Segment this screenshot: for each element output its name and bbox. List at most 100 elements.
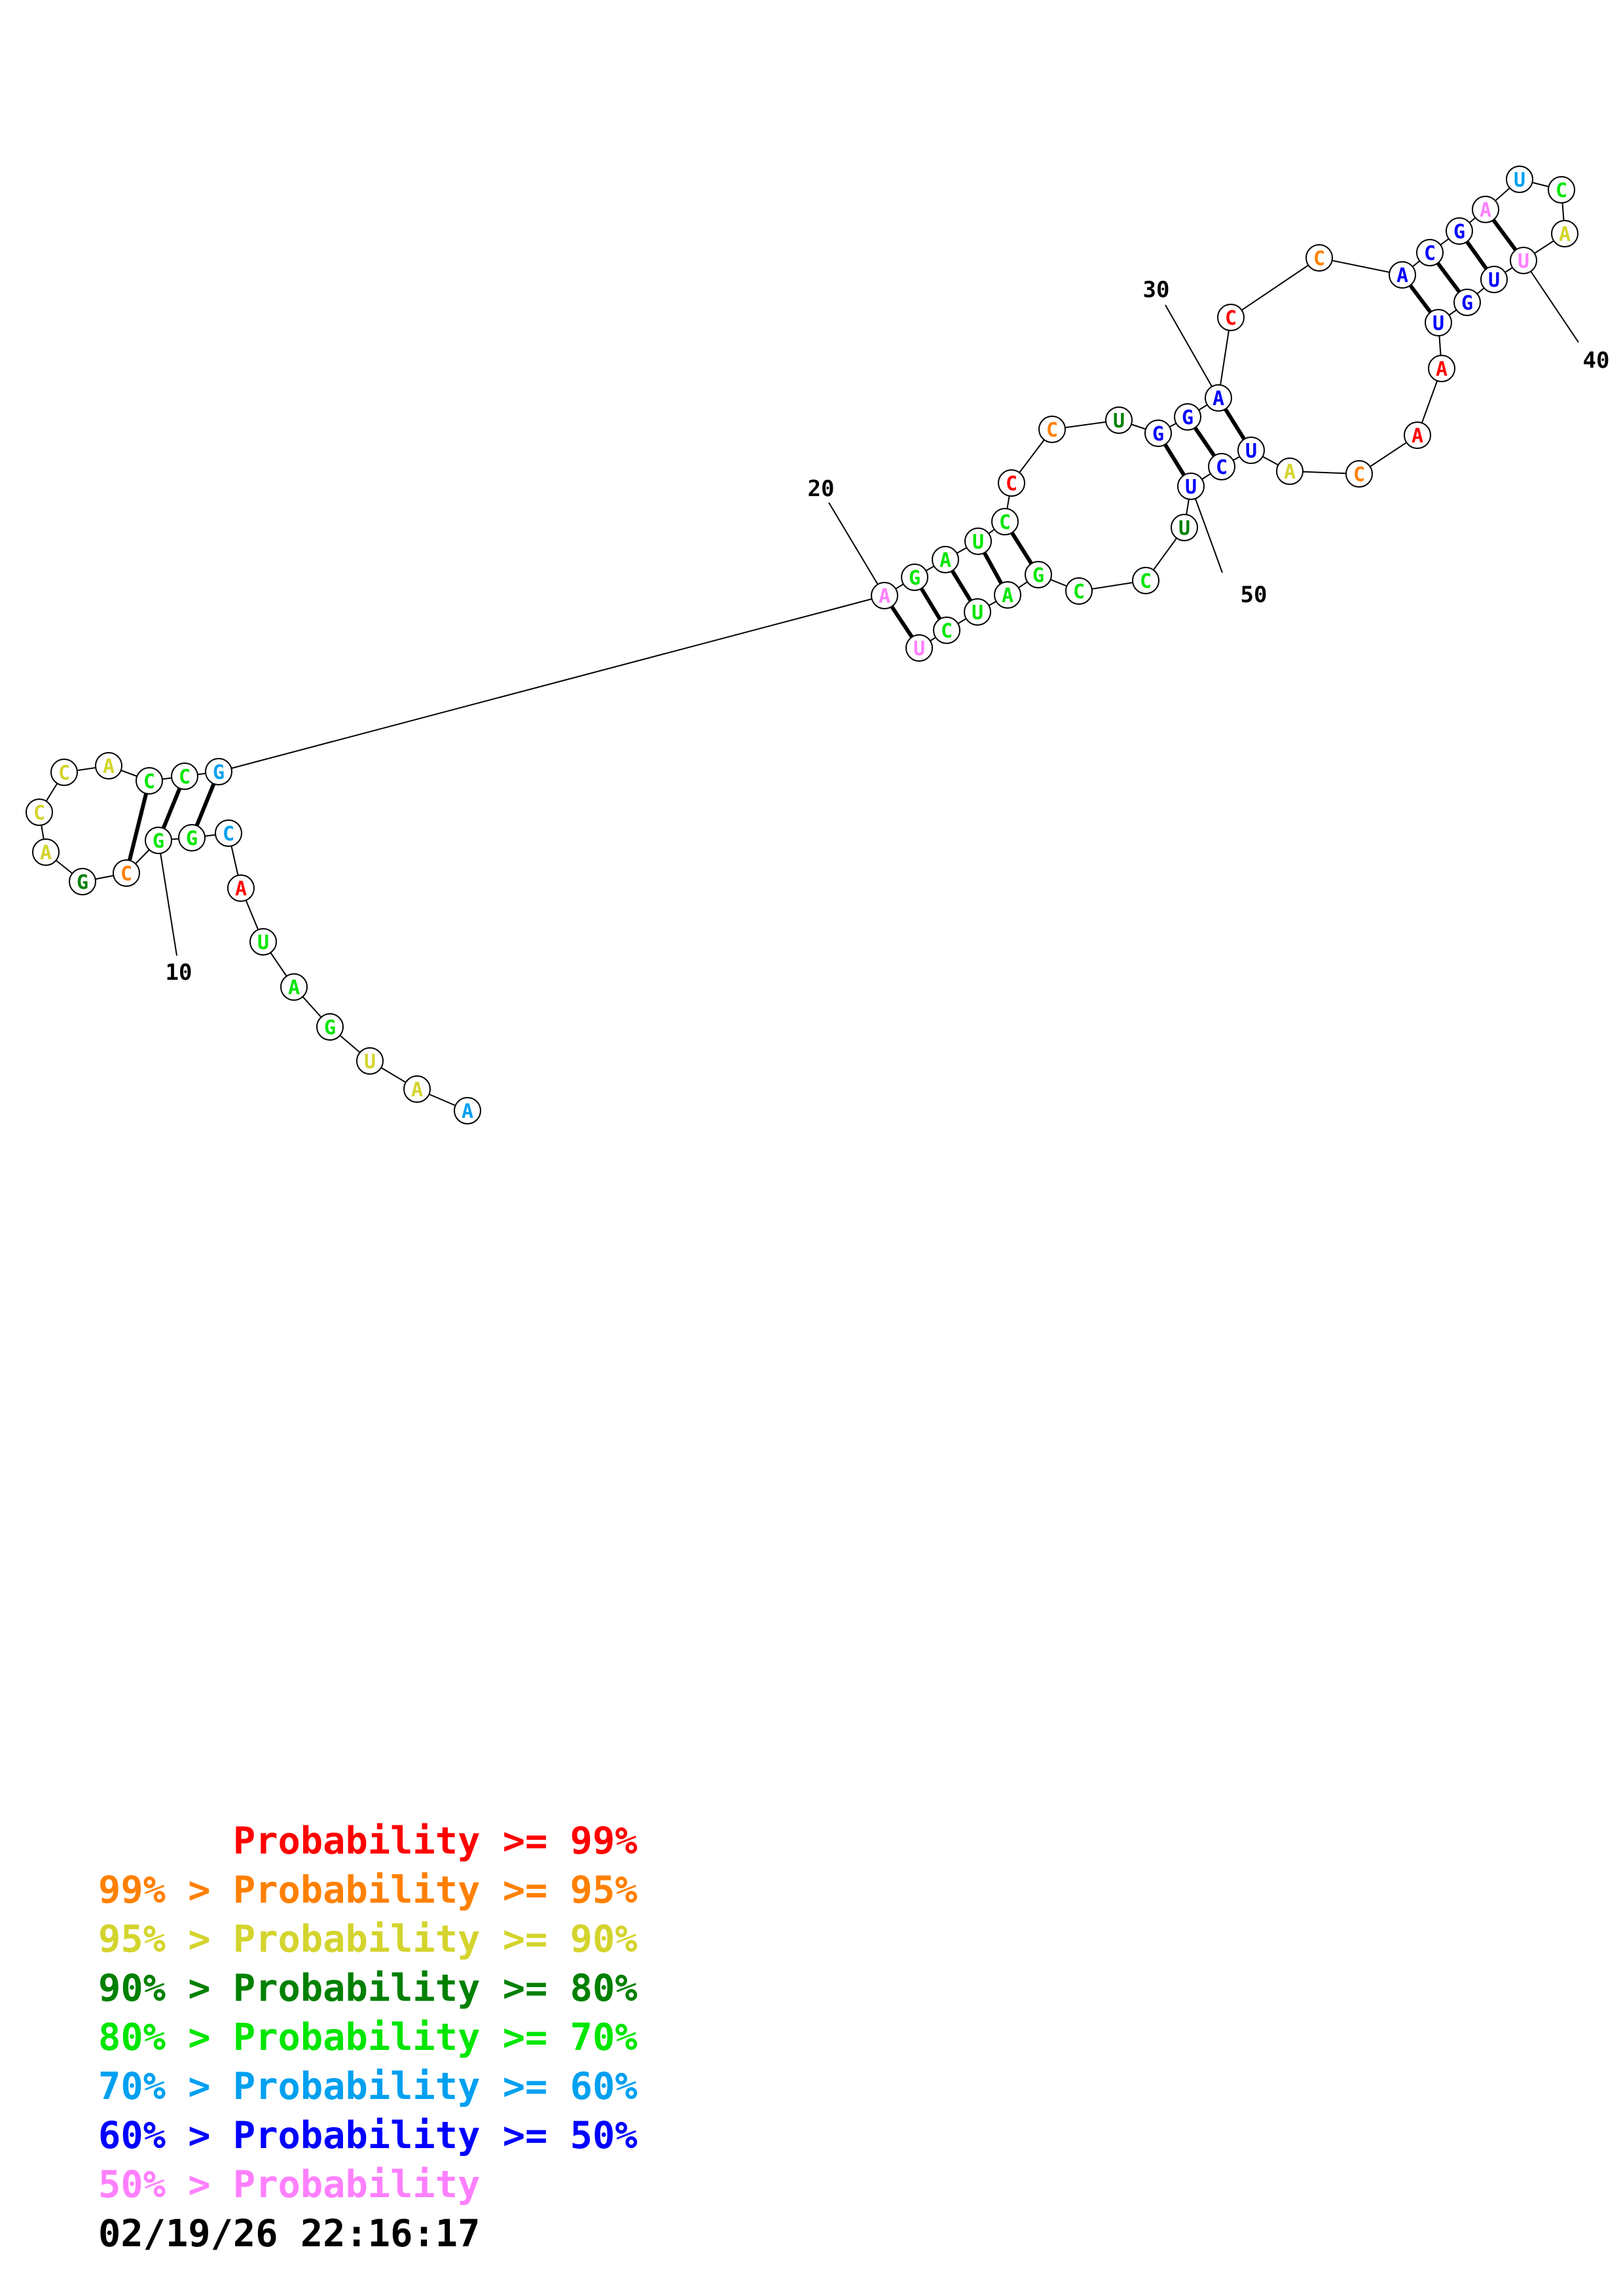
nucleotide-circle (1105, 406, 1133, 434)
nucleotide: C (171, 762, 198, 790)
nucleotide: C (50, 759, 78, 786)
nucleotide-letter: U (364, 1050, 376, 1073)
nucleotide: G (1144, 420, 1172, 447)
legend-entry: 90% > Probability >= 80% (98, 1967, 638, 2010)
nucleotide-circle (964, 598, 991, 626)
nucleotide-letter: G (1032, 564, 1044, 587)
base-pair-bond (124, 780, 151, 874)
nucleotide-circle (356, 1047, 384, 1075)
nucleotide-circle (316, 1013, 344, 1041)
nucleotide: A (871, 582, 898, 609)
nucleotide-letter: A (103, 755, 115, 778)
nucleotide: U (1105, 406, 1133, 434)
nucleotide-letter: C (1073, 581, 1085, 603)
nucleotide: U (1171, 514, 1198, 541)
nucleotide-circle (1480, 266, 1508, 293)
nucleotide: C (1208, 453, 1235, 480)
nucleotide-circle (1205, 384, 1232, 412)
nucleotide-letter: C (1046, 419, 1058, 442)
index-label: 20 (808, 476, 835, 502)
nucleotide: C (26, 798, 53, 826)
nucleotide: C (1548, 176, 1575, 204)
nucleotide-circle (1276, 457, 1304, 485)
nucleotide: U (249, 928, 277, 956)
nucleotide-circle (933, 617, 960, 644)
nucleotide: A (1472, 196, 1499, 223)
nucleotide: C (933, 617, 960, 644)
nucleotide-letter: C (58, 762, 70, 785)
nucleotide: G (205, 758, 232, 785)
timestamp: 02/19/26 22:16:17 (98, 2212, 481, 2255)
nucleotide-circle (454, 1097, 481, 1124)
nucleotide-circle (403, 1075, 431, 1103)
nucleotide-circle (1428, 355, 1455, 382)
nucleotide: C (1217, 304, 1245, 331)
nucleotide-circle (1305, 244, 1333, 272)
nucleotide-circle (1416, 239, 1444, 266)
nucleotide-circle (1506, 166, 1533, 193)
nucleotide-letter: G (77, 871, 88, 894)
nucleotide-circle (1446, 217, 1473, 245)
backbone-lines (39, 179, 1565, 1111)
nucleotide-letter: C (1556, 179, 1567, 202)
nucleotide-circle (1551, 220, 1578, 247)
nucleotide-letter: A (879, 585, 890, 608)
nucleotide: A (32, 838, 60, 866)
nucleotide: C (136, 767, 163, 795)
nucleotide: A (1205, 384, 1232, 412)
nucleotide: U (905, 634, 933, 662)
nucleotide-letter: C (1313, 247, 1325, 270)
nucleotide-circle (1038, 416, 1066, 443)
nucleotide-letter: C (223, 823, 234, 846)
legend-entry: 95% > Probability >= 90% (98, 1918, 638, 1961)
nucleotide: G (145, 827, 172, 854)
index-label: 40 (1583, 348, 1610, 374)
nucleotide-letter: A (1559, 223, 1571, 246)
nucleotide-letter: G (324, 1016, 336, 1039)
nucleotide-circle (932, 546, 959, 573)
nucleotide: C (1132, 567, 1159, 594)
nucleotide-letter: C (1216, 456, 1228, 479)
nucleotide-circle (1174, 403, 1201, 431)
nucleotide: A (1276, 457, 1304, 485)
nucleotide-circle (1025, 561, 1052, 588)
nucleotide: A (994, 581, 1021, 609)
nucleotide-letter: U (1514, 169, 1525, 192)
nucleotide-circle (280, 973, 308, 1001)
nucleotide: U (964, 528, 992, 555)
index-label: 10 (166, 960, 192, 986)
nucleotide: C (1305, 244, 1333, 272)
nucleotide-circle (215, 819, 242, 847)
nucleotide: C (1345, 460, 1373, 488)
nucleotide-circle (1472, 196, 1499, 223)
nucleotide: U (1506, 166, 1533, 193)
nucleotide-letter: A (1284, 461, 1296, 484)
backbone-segment (218, 595, 885, 772)
nucleotide-circle (145, 827, 172, 854)
nucleotide-letter: C (179, 766, 191, 789)
nucleotide-letter: U (1113, 410, 1125, 433)
nucleotide-letter: C (1006, 473, 1017, 495)
nucleotide-letter: U (1518, 250, 1529, 273)
nucleotide-letter: A (462, 1100, 473, 1123)
nucleotide-circle (26, 798, 53, 826)
nucleotide-circle (32, 838, 60, 866)
nucleotide-letter: U (972, 531, 984, 554)
nucleotide: C (1416, 239, 1444, 266)
nucleotide: A (454, 1097, 481, 1124)
nucleotide-letter: A (235, 878, 247, 901)
nucleotide: A (280, 973, 308, 1001)
nucleotide: A (1428, 355, 1455, 382)
nucleotide-letter: U (1185, 476, 1197, 499)
nucleotide-circle (171, 762, 198, 790)
nucleotide-letter: U (1245, 440, 1257, 463)
legend-entry: 70% > Probability >= 60% (98, 2065, 638, 2108)
nucleotide-letter: G (1461, 292, 1473, 315)
nucleotide-circle (905, 634, 933, 662)
nucleotide-circle (1208, 453, 1235, 480)
nucleotide-letter: G (153, 830, 164, 853)
nucleotide-circle (1404, 422, 1431, 449)
nucleotide: A (227, 874, 255, 902)
nucleotide: A (95, 752, 122, 780)
